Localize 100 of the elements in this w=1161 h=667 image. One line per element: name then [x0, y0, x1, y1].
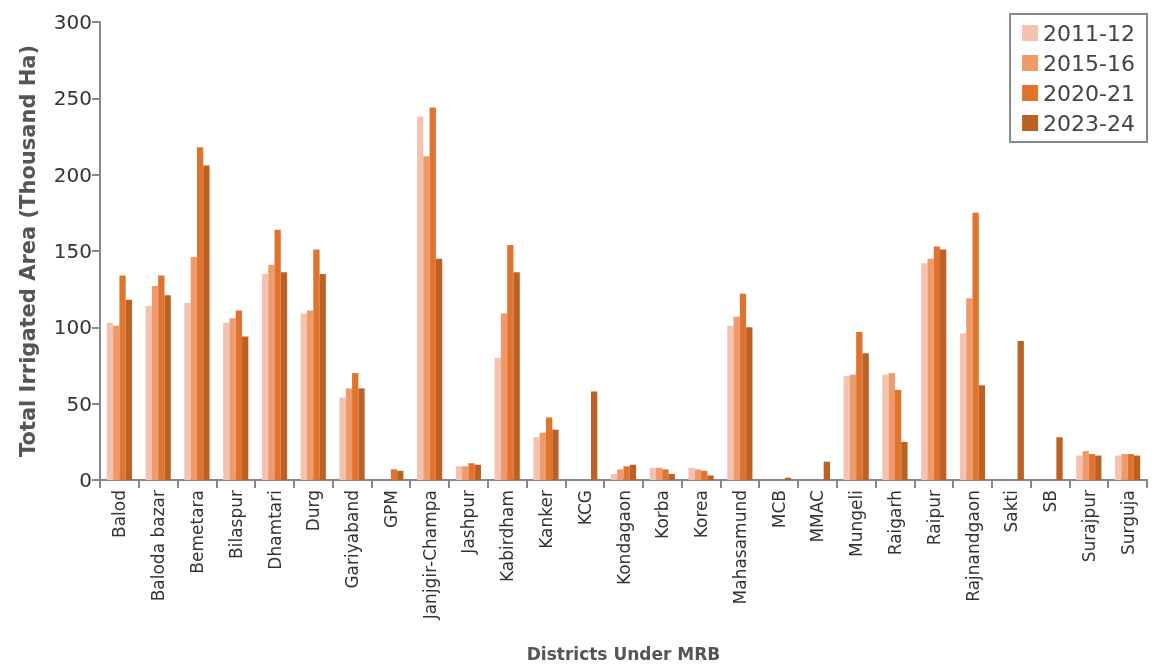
bar — [106, 322, 114, 480]
bar — [733, 316, 740, 480]
x-tick-label: Durg — [303, 490, 324, 532]
bar — [978, 385, 986, 480]
bar — [545, 417, 553, 480]
bar — [313, 249, 320, 480]
bar — [966, 298, 973, 480]
bar — [533, 437, 540, 480]
bar — [429, 107, 436, 480]
bar — [701, 470, 708, 480]
bar — [229, 318, 236, 480]
bar — [306, 310, 314, 480]
bar — [727, 325, 734, 480]
bar — [468, 463, 475, 480]
x-tick-label: Gariyaband — [342, 490, 363, 589]
bar — [927, 258, 934, 480]
bar — [1056, 437, 1063, 480]
legend-label: 2015-16 — [1043, 50, 1135, 76]
bar — [345, 388, 353, 480]
x-axis-title: Districts Under MRB — [526, 643, 721, 664]
x-tick-label: SB — [1040, 490, 1061, 513]
x-tick-label: GPM — [380, 490, 401, 529]
x-tick-label: Janjgir-Champa — [419, 490, 440, 621]
bar — [1115, 455, 1122, 480]
bar — [242, 336, 249, 480]
x-tick-label: Mahasamund — [729, 490, 750, 605]
bar — [494, 357, 501, 480]
bar — [959, 333, 967, 480]
bar — [196, 147, 204, 480]
bar — [649, 467, 656, 480]
bar — [823, 461, 830, 480]
y-tick-label: 250 — [53, 86, 92, 111]
x-tick-label: Sakti — [1001, 490, 1022, 533]
bar — [164, 295, 171, 480]
bar — [474, 464, 481, 480]
x-tick-label: Surguja — [1117, 490, 1138, 555]
x-tick-label: Kabirdham — [497, 490, 518, 583]
bar — [662, 469, 669, 480]
bar — [1076, 455, 1083, 480]
y-tick-label: 150 — [53, 239, 92, 263]
bar — [1088, 454, 1096, 480]
bar — [940, 249, 947, 480]
bar — [1017, 341, 1024, 480]
bar — [417, 116, 424, 480]
bar — [1082, 450, 1089, 480]
bar — [235, 310, 243, 480]
x-tick-label: Kanker — [535, 490, 556, 549]
x-tick-label: Jashpur — [458, 490, 479, 555]
bar — [843, 376, 850, 480]
bar — [591, 391, 598, 480]
y-tick-label: 300 — [53, 10, 92, 34]
x-tick-label: Baloda bazar — [148, 489, 169, 602]
bar — [552, 429, 559, 480]
x-tick-label: MMAC — [807, 490, 828, 543]
bar — [274, 229, 281, 480]
y-tick-label: 100 — [53, 315, 92, 340]
bar — [455, 466, 463, 480]
bar — [707, 475, 714, 480]
bar — [462, 466, 469, 480]
x-tick-label: Raigarh — [884, 490, 905, 556]
bar — [882, 374, 889, 480]
bar — [972, 212, 979, 480]
bar — [203, 165, 210, 480]
bar — [629, 464, 637, 480]
bar — [507, 244, 514, 480]
x-tick-label: Rajnandgaon — [962, 490, 983, 602]
bar — [145, 305, 152, 480]
bar — [539, 432, 546, 480]
x-tick-label: Dhamtari — [264, 490, 285, 570]
x-tick-label: Bemetara — [186, 490, 207, 574]
bar — [655, 467, 663, 480]
bar — [423, 156, 430, 480]
bar — [280, 272, 288, 480]
x-tick-label: Raipur — [923, 490, 944, 546]
bar — [921, 263, 928, 480]
y-axis-title: Total Irrigated Area (Thousand Ha) — [15, 44, 40, 458]
bar — [1121, 454, 1128, 480]
bar — [158, 275, 165, 480]
bar — [849, 374, 857, 480]
bar — [358, 388, 365, 480]
bar — [688, 467, 695, 480]
bar — [300, 313, 307, 480]
x-tick-label: Bilaspur — [225, 490, 246, 559]
bar — [901, 441, 908, 480]
bar — [352, 373, 359, 480]
bar — [268, 264, 275, 480]
bar — [184, 302, 191, 480]
bar — [397, 470, 404, 480]
bar — [617, 469, 624, 480]
bar — [1127, 454, 1134, 480]
x-tick-label: Korea — [691, 490, 712, 539]
bar — [119, 275, 126, 480]
bar — [888, 373, 895, 480]
y-tick-label: 200 — [53, 162, 92, 187]
x-tick-label: Balod — [109, 490, 130, 538]
bar — [623, 466, 630, 480]
x-tick-label: KCG — [574, 490, 595, 526]
bar — [1095, 455, 1102, 480]
y-tick-label: 0 — [79, 468, 92, 492]
bar — [190, 257, 197, 480]
